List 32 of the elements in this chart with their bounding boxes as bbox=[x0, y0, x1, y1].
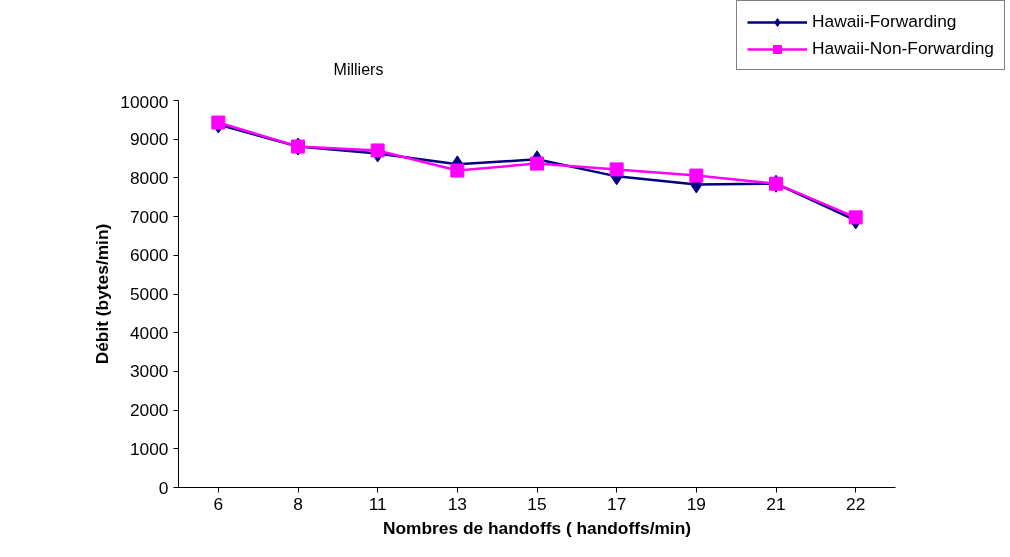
y-tick-label: 6000 bbox=[129, 245, 169, 266]
point bbox=[211, 115, 226, 130]
text: Milliers bbox=[333, 60, 384, 78]
x-tick-label: 21 bbox=[766, 493, 786, 514]
y-tick-label: 1000 bbox=[129, 438, 169, 459]
y-tick-label: 4000 bbox=[129, 322, 169, 343]
legend-label: Hawaii-Non-Forwarding bbox=[811, 38, 994, 59]
y-tick-label: 8000 bbox=[129, 167, 169, 188]
x-tick-label: 13 bbox=[447, 493, 467, 514]
point bbox=[370, 143, 385, 158]
y-axis-title: Débit (bytes/min) bbox=[92, 223, 113, 365]
point bbox=[689, 168, 704, 183]
x-tick-label: 22 bbox=[846, 493, 866, 514]
x-tick-label: 17 bbox=[607, 493, 627, 514]
y-tick-label: 5000 bbox=[129, 284, 169, 304]
y-tick-label: 7000 bbox=[129, 206, 169, 227]
y-tick-label: 0 bbox=[158, 477, 169, 498]
legend-label: Hawaii-Forwarding bbox=[811, 11, 957, 32]
x-tick-label: 19 bbox=[686, 493, 706, 514]
x-tick-label: 8 bbox=[293, 493, 303, 514]
point bbox=[530, 156, 544, 171]
point bbox=[450, 163, 465, 178]
x-tick-label: 6 bbox=[213, 493, 224, 514]
point bbox=[848, 210, 863, 225]
y-tick-label: 3000 bbox=[129, 361, 169, 382]
y-tick-label: 2000 bbox=[129, 400, 169, 421]
y-tick-label: 10000 bbox=[120, 91, 169, 112]
x-tick-label: 15 bbox=[527, 493, 547, 514]
y-tick-label: 9000 bbox=[129, 129, 169, 150]
x-tick-label: 11 bbox=[368, 493, 387, 514]
x-axis-title: Nombres de handoffs ( handoffs/min) bbox=[382, 517, 692, 538]
point bbox=[609, 162, 624, 177]
